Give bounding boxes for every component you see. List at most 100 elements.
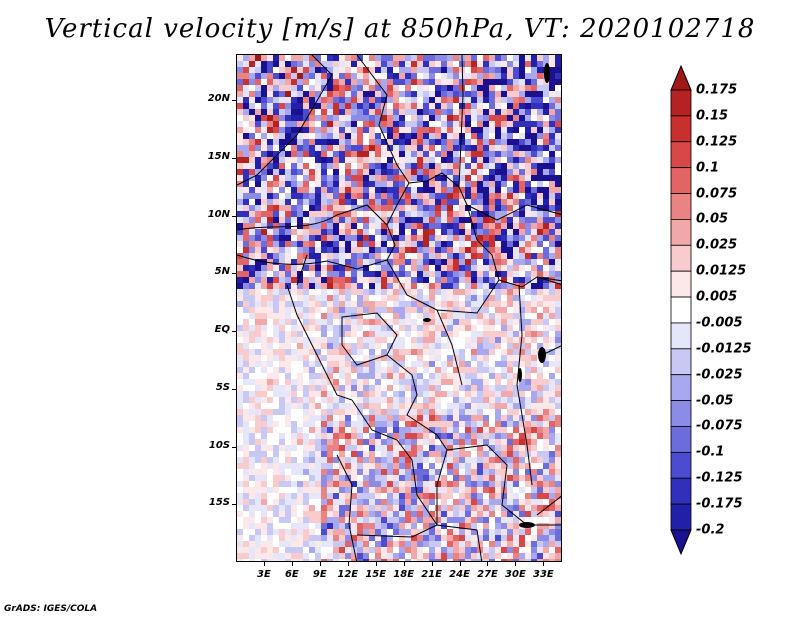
field-cell xyxy=(447,187,453,193)
field-cell xyxy=(309,499,315,505)
field-cell xyxy=(411,319,417,325)
field-cell xyxy=(555,283,561,289)
field-cell xyxy=(369,517,375,523)
field-cell xyxy=(489,547,495,553)
field-cell xyxy=(447,481,453,487)
field-cell xyxy=(501,277,507,283)
field-cell xyxy=(459,319,465,325)
field-cell xyxy=(351,139,357,145)
field-cell xyxy=(525,127,531,133)
field-cell xyxy=(321,133,327,139)
field-cell xyxy=(351,409,357,415)
field-cell xyxy=(381,385,387,391)
field-cell xyxy=(327,109,333,115)
field-cell xyxy=(381,427,387,433)
field-cell xyxy=(435,421,441,427)
field-cell xyxy=(327,433,333,439)
field-cell xyxy=(261,283,267,289)
field-cell xyxy=(261,313,267,319)
field-cell xyxy=(357,421,363,427)
field-cell xyxy=(357,457,363,463)
field-cell xyxy=(477,373,483,379)
field-cell xyxy=(495,445,501,451)
field-cell xyxy=(375,109,381,115)
field-cell xyxy=(513,283,519,289)
field-cell xyxy=(381,355,387,361)
field-cell xyxy=(477,229,483,235)
field-cell xyxy=(321,265,327,271)
field-cell xyxy=(519,79,525,85)
field-cell xyxy=(513,469,519,475)
field-cell xyxy=(273,241,279,247)
field-cell xyxy=(279,517,285,523)
field-cell xyxy=(465,409,471,415)
field-cell xyxy=(285,289,291,295)
field-cell xyxy=(369,505,375,511)
field-cell xyxy=(555,463,561,469)
field-cell xyxy=(291,559,297,561)
field-cell xyxy=(333,421,339,427)
field-cell xyxy=(453,133,459,139)
field-cell xyxy=(477,289,483,295)
field-cell xyxy=(465,373,471,379)
lat-label: 10S xyxy=(208,439,230,451)
field-cell xyxy=(447,265,453,271)
field-cell xyxy=(333,67,339,73)
field-cell xyxy=(471,283,477,289)
field-cell xyxy=(327,511,333,517)
field-cell xyxy=(237,115,243,121)
field-cell xyxy=(261,445,267,451)
field-cell xyxy=(285,331,291,337)
field-cell xyxy=(435,469,441,475)
field-cell xyxy=(375,481,381,487)
field-cell xyxy=(561,97,562,103)
field-cell xyxy=(273,73,279,79)
field-cell xyxy=(345,271,351,277)
field-cell xyxy=(483,259,489,265)
field-cell xyxy=(465,469,471,475)
field-cell xyxy=(411,229,417,235)
field-cell xyxy=(255,103,261,109)
field-cell xyxy=(315,319,321,325)
field-cell xyxy=(393,439,399,445)
field-cell xyxy=(549,475,555,481)
field-cell xyxy=(447,109,453,115)
colorbar-bin xyxy=(670,400,692,427)
field-cell xyxy=(279,127,285,133)
field-cell xyxy=(243,61,249,67)
field-cell xyxy=(531,301,537,307)
field-cell xyxy=(309,97,315,103)
field-cell xyxy=(519,361,525,367)
field-cell xyxy=(429,109,435,115)
field-cell xyxy=(429,187,435,193)
field-cell xyxy=(273,463,279,469)
field-cell xyxy=(537,217,543,223)
field-cell xyxy=(351,487,357,493)
field-cell xyxy=(471,229,477,235)
field-cell xyxy=(369,349,375,355)
field-cell xyxy=(489,139,495,145)
field-cell xyxy=(381,175,387,181)
field-cell xyxy=(357,295,363,301)
field-cell xyxy=(351,145,357,151)
field-cell xyxy=(267,193,273,199)
field-cell xyxy=(267,439,273,445)
field-cell xyxy=(495,355,501,361)
field-cell xyxy=(471,451,477,457)
field-cell xyxy=(327,73,333,79)
field-cell xyxy=(243,367,249,373)
field-cell xyxy=(399,541,405,547)
field-cell xyxy=(555,541,561,547)
field-cell xyxy=(423,475,429,481)
field-cell xyxy=(501,109,507,115)
field-cell xyxy=(351,319,357,325)
field-cell xyxy=(507,115,513,121)
field-cell xyxy=(303,199,309,205)
field-cell xyxy=(531,91,537,97)
field-cell xyxy=(303,505,309,511)
field-cell xyxy=(435,145,441,151)
field-cell xyxy=(339,289,345,295)
field-cell xyxy=(531,427,537,433)
field-cell xyxy=(489,55,495,61)
field-cell xyxy=(297,271,303,277)
